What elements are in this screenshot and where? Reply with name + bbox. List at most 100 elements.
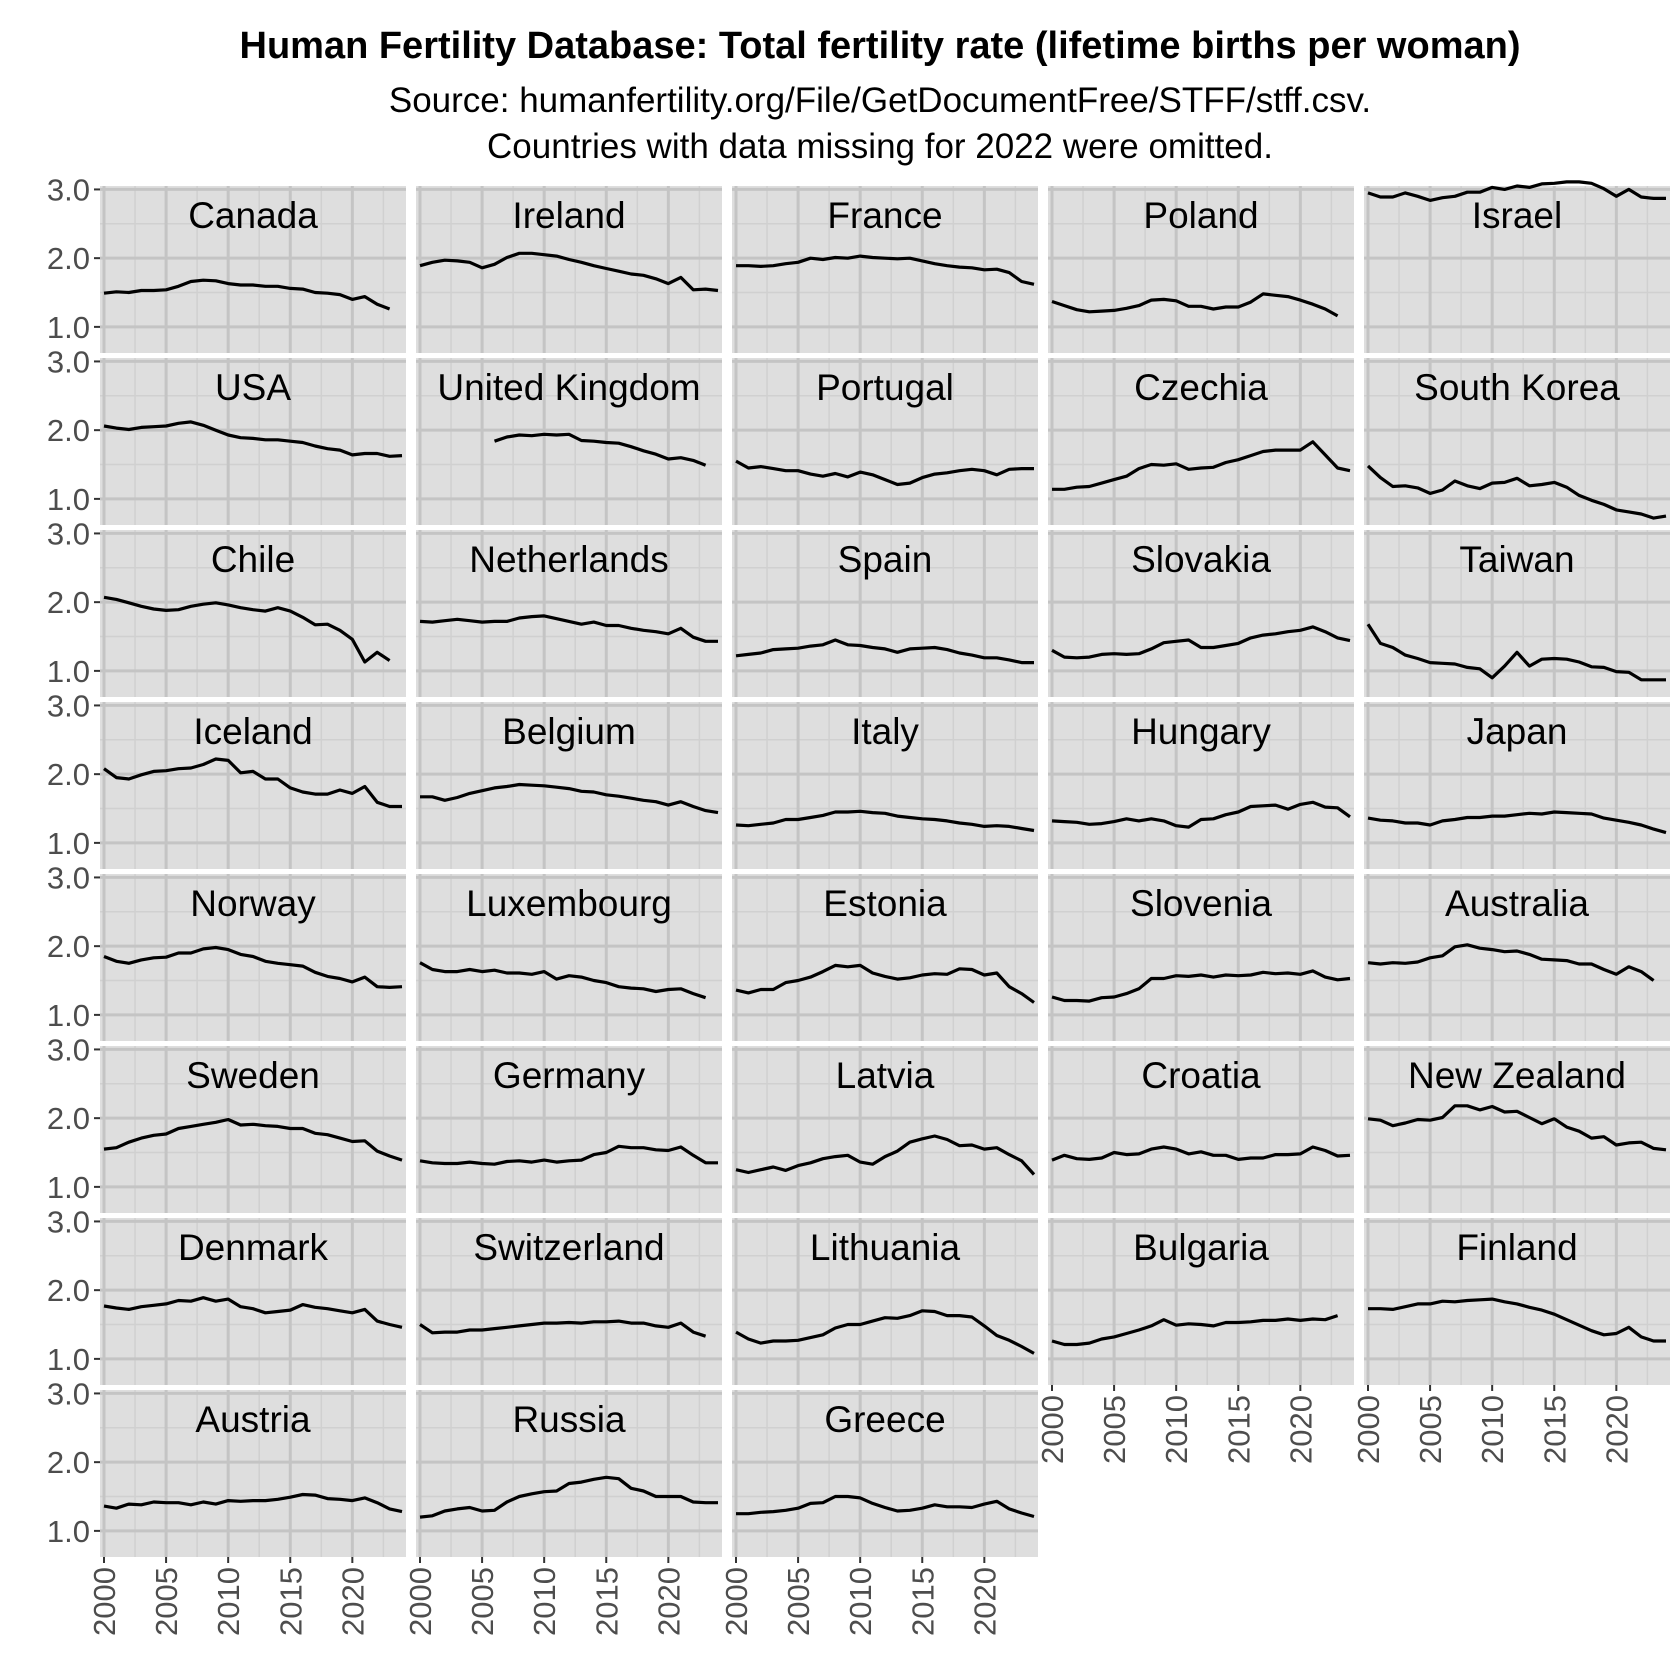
panel-bg-denmark xyxy=(100,1218,406,1385)
facet-label-spain: Spain xyxy=(838,539,933,580)
facet-label-italy: Italy xyxy=(851,711,919,752)
x-tick-label: 2000 xyxy=(1035,1395,1070,1464)
x-tick-label: 2005 xyxy=(465,1567,500,1636)
panel-bg-russia xyxy=(416,1390,722,1557)
facet-label-united-kingdom: United Kingdom xyxy=(437,367,700,408)
x-tick-label: 2015 xyxy=(273,1567,308,1636)
panel-bg-portugal xyxy=(732,358,1038,525)
facet-italy: Italy xyxy=(732,702,1038,869)
y-tick-label: 3.0 xyxy=(47,1204,90,1239)
x-tick-label: 2010 xyxy=(1159,1395,1194,1464)
facet-slovenia: Slovenia xyxy=(1048,874,1354,1041)
facet-taiwan: Taiwan xyxy=(1364,530,1670,697)
series-line-france xyxy=(736,254,1035,286)
facet-label-poland: Poland xyxy=(1143,195,1258,236)
series-line-finland xyxy=(1368,1297,1666,1343)
panel-bg-slovakia xyxy=(1048,530,1354,697)
facet-belgium: Belgium xyxy=(416,702,722,869)
y-tick-label: 3.0 xyxy=(47,516,90,551)
series-line-usa xyxy=(103,420,403,458)
facet-label-belgium: Belgium xyxy=(502,711,636,752)
facet-label-estonia: Estonia xyxy=(823,883,947,924)
facet-label-portugal: Portugal xyxy=(816,367,954,408)
facet-label-luxembourg: Luxembourg xyxy=(466,883,672,924)
panel-bg-greece xyxy=(732,1390,1038,1557)
facet-label-usa: USA xyxy=(215,367,291,408)
facet-label-russia: Russia xyxy=(512,1399,626,1440)
facet-germany: Germany xyxy=(416,1046,722,1213)
panel-bg-italy xyxy=(732,702,1038,869)
series-line-slovenia xyxy=(1051,969,1351,1003)
facet-poland: Poland xyxy=(1048,186,1354,353)
facet-ireland: Ireland xyxy=(416,186,722,353)
facet-label-denmark: Denmark xyxy=(178,1227,329,1268)
panel-bg-sweden xyxy=(100,1046,406,1213)
y-tick-label: 1.0 xyxy=(47,310,90,345)
facet-chile: Chile xyxy=(100,530,406,697)
x-tick-label: 2015 xyxy=(905,1567,940,1636)
facet-label-austria: Austria xyxy=(195,1399,311,1440)
y-tick-label: 1.0 xyxy=(47,1514,90,1549)
facet-label-norway: Norway xyxy=(190,883,316,924)
facet-estonia: Estonia xyxy=(732,874,1038,1041)
x-tick-label: 2020 xyxy=(1599,1395,1634,1464)
facet-label-hungary: Hungary xyxy=(1131,711,1271,752)
series-line-lithuania xyxy=(735,1309,1035,1355)
facet-czechia: Czechia xyxy=(1048,358,1354,525)
y-tick-label: 3.0 xyxy=(47,1376,90,1411)
series-line-israel xyxy=(1367,180,1666,202)
facet-denmark: Denmark xyxy=(100,1218,406,1385)
x-tick-label: 2015 xyxy=(1537,1395,1572,1464)
facet-label-bulgaria: Bulgaria xyxy=(1133,1227,1269,1268)
panel-bg-usa xyxy=(100,358,406,525)
series-line-japan xyxy=(1367,810,1667,835)
y-tick-label: 3.0 xyxy=(47,860,90,895)
series-line-belgium xyxy=(420,782,719,815)
x-tick-label: 2015 xyxy=(589,1567,624,1636)
y-tick-label: 1.0 xyxy=(47,998,90,1033)
series-line-latvia xyxy=(735,1134,1036,1176)
series-line-austria xyxy=(103,1492,403,1514)
facet-label-ireland: Ireland xyxy=(512,195,625,236)
facet-canada: Canada xyxy=(100,186,406,353)
facet-label-croatia: Croatia xyxy=(1141,1055,1261,1096)
series-line-luxembourg xyxy=(419,961,707,1000)
x-tick-label: 2000 xyxy=(87,1567,122,1636)
series-line-canada xyxy=(103,278,391,311)
y-tick-label: 1.0 xyxy=(47,1342,90,1377)
x-tick-label: 2010 xyxy=(1475,1395,1510,1464)
x-axes: 2000 2005 2010 2015 2020 2000 2005 2010 2015 2020… xyxy=(87,1385,1634,1636)
facet-label-slovakia: Slovakia xyxy=(1131,539,1271,580)
facet-france: France xyxy=(732,186,1038,353)
series-line-south-korea xyxy=(1366,464,1667,520)
facet-south-korea: South Korea xyxy=(1364,358,1670,525)
facet-label-greece: Greece xyxy=(824,1399,945,1440)
y-tick-label: 1.0 xyxy=(47,654,90,689)
series-line-iceland xyxy=(103,757,402,809)
panel-bg-slovenia xyxy=(1048,874,1354,1041)
facet-new-zealand: New Zealand xyxy=(1364,1046,1670,1213)
series-line-estonia xyxy=(735,963,1035,1004)
facet-label-switzerland: Switzerland xyxy=(473,1227,664,1268)
facet-greece: Greece xyxy=(732,1390,1038,1557)
panel-bg-croatia xyxy=(1048,1046,1354,1213)
panel-bg-finland xyxy=(1364,1218,1670,1385)
facet-label-new-zealand: New Zealand xyxy=(1408,1055,1626,1096)
facet-usa: USA xyxy=(100,358,406,525)
y-tick-label: 3.0 xyxy=(47,344,90,379)
facet-switzerland: Switzerland xyxy=(416,1218,722,1385)
x-tick-label: 2000 xyxy=(1351,1395,1386,1464)
series-line-taiwan xyxy=(1366,623,1666,682)
x-tick-label: 2020 xyxy=(335,1567,370,1636)
facet-russia: Russia xyxy=(416,1390,722,1557)
panel-bg-israel xyxy=(1364,186,1670,353)
series-line-russia xyxy=(419,1475,718,1519)
facet-sweden: Sweden xyxy=(100,1046,406,1213)
series-line-poland xyxy=(1051,292,1339,318)
panel-bg-united-kingdom xyxy=(416,358,722,525)
y-tick-label: 3.0 xyxy=(47,688,90,723)
panel-bg-switzerland xyxy=(416,1218,722,1385)
facet-luxembourg: Luxembourg xyxy=(416,874,722,1041)
panel-bg-austria xyxy=(100,1390,406,1557)
